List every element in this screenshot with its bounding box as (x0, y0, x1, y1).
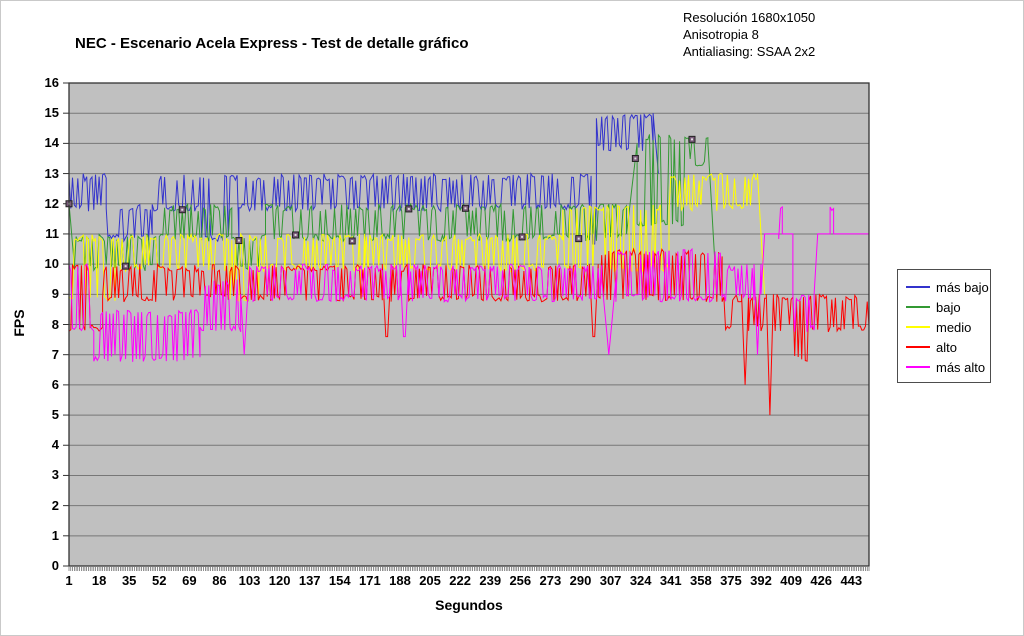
x-axis-title: Segundos (435, 597, 503, 613)
y-tick-label: 7 (51, 346, 59, 362)
legend-line-sample (906, 286, 930, 288)
legend-line-sample (906, 326, 930, 328)
legend: más bajo bajo medio alto más alto (897, 269, 991, 383)
legend-line-sample (906, 306, 930, 308)
x-tick-label: 154 (328, 573, 351, 588)
legend-item: alto (906, 337, 990, 357)
x-tick-label: 222 (449, 573, 471, 588)
y-tick-label: 8 (51, 316, 59, 332)
x-tick-label: 35 (121, 573, 137, 588)
x-tick-label: 256 (509, 573, 532, 588)
chart-annotations: Resolución 1680x1050 Anisotropia 8 Antia… (683, 9, 815, 60)
legend-label: más bajo (936, 279, 989, 295)
y-tick-label: 15 (44, 105, 59, 121)
x-tick-label: 52 (152, 573, 167, 588)
y-tick-label: 2 (51, 497, 59, 513)
y-tick-label: 14 (44, 135, 59, 151)
x-tick-label: 239 (479, 573, 502, 588)
x-tick-label: 324 (629, 573, 652, 588)
chart-title: NEC - Escenario Acela Express - Test de … (75, 35, 469, 52)
x-tick-label: 188 (389, 573, 411, 588)
x-tick-label: 409 (780, 573, 802, 588)
legend-label: alto (936, 339, 957, 355)
legend-label: medio (936, 319, 972, 335)
x-tick-label: 443 (840, 573, 863, 588)
legend-label: más alto (936, 359, 986, 375)
x-tick-label: 18 (91, 573, 107, 588)
y-tick-label: 16 (44, 75, 59, 90)
y-tick-label: 6 (51, 376, 59, 392)
y-tick-label: 11 (45, 225, 59, 241)
x-tick-label: 307 (599, 573, 622, 588)
x-tick-label: 290 (569, 573, 592, 588)
x-tick-label: 341 (659, 573, 682, 588)
legend-label: bajo (936, 299, 961, 315)
annotation-anisotropy: Anisotropia 8 (683, 27, 759, 42)
x-tick-label: 273 (539, 573, 562, 588)
y-tick-label: 5 (51, 407, 59, 423)
x-tick-label: 103 (238, 573, 261, 588)
y-tick-label: 4 (51, 437, 59, 453)
x-tick-label: 205 (419, 573, 441, 588)
x-tick-label: 1 (65, 573, 73, 588)
legend-item: más bajo (906, 277, 990, 297)
annotation-antialiasing: Antialiasing: SSAA 2x2 (683, 44, 816, 59)
x-tick-label: 392 (750, 573, 772, 588)
legend-line-sample (906, 366, 930, 368)
y-tick-label: 0 (51, 558, 59, 573)
y-tick-label: 13 (44, 165, 59, 181)
legend-line-sample (906, 346, 930, 348)
x-tick-label: 137 (298, 573, 321, 588)
legend-item: más alto (906, 357, 990, 377)
y-tick-label: 12 (44, 195, 59, 211)
x-tick-label: 375 (720, 573, 742, 588)
legend-item: bajo (906, 297, 990, 317)
y-tick-label: 9 (51, 286, 59, 302)
x-tick-label: 120 (268, 573, 291, 588)
x-tick-label: 69 (182, 573, 197, 588)
annotation-resolution: Resolución 1680x1050 (683, 10, 816, 25)
x-tick-label: 426 (810, 573, 833, 588)
y-tick-label: 10 (44, 256, 59, 272)
legend-item: medio (906, 317, 990, 337)
y-tick-label: 3 (51, 467, 59, 483)
y-tick-label: 1 (51, 527, 59, 543)
x-tick-label: 171 (359, 573, 381, 588)
x-tick-label: 358 (689, 573, 712, 588)
x-tick-label: 86 (212, 573, 227, 588)
